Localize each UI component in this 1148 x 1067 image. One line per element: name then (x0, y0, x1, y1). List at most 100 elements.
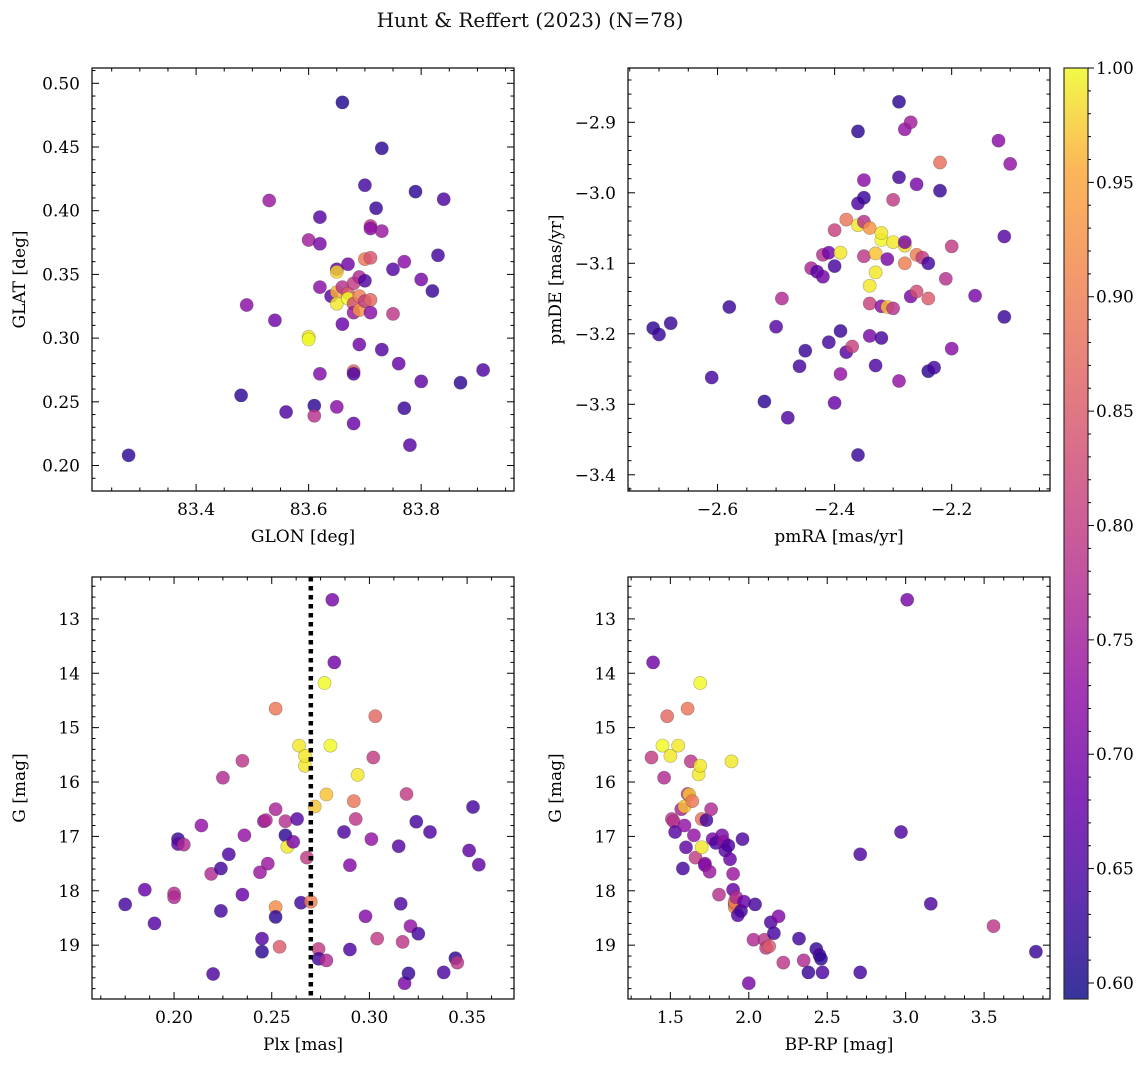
data-point (414, 374, 429, 389)
data-point (851, 124, 865, 139)
data-point (368, 709, 383, 724)
data-point (646, 655, 660, 670)
data-point (927, 360, 941, 375)
data-point (657, 770, 671, 785)
y-tick-label: −3.2 (575, 325, 616, 345)
data-point (938, 271, 953, 286)
data-point (1003, 156, 1018, 171)
axis-ticks: −2.6 −2.4 −2.2 −3.4 −3.3 −3.2 −3.1 −3.0 −2.9 (575, 68, 1050, 520)
panel-4: 1.5 2.0 2.5 3.0 3.5 13 14 15 16 17 18 19 BP-RP [mag]… (546, 576, 1051, 1055)
data-point (796, 953, 811, 968)
data-point (409, 814, 424, 829)
data-point (776, 955, 791, 970)
data-point (997, 309, 1012, 324)
data-point (423, 825, 437, 839)
data-point (892, 170, 906, 185)
data-point (775, 291, 789, 306)
colorbar-tick-label: 1.00 (1096, 59, 1134, 79)
plot-area (92, 68, 514, 491)
data-point (874, 226, 889, 240)
data-point (792, 359, 807, 374)
y-tick-label: 13 (58, 610, 80, 630)
data-point (436, 192, 451, 207)
data-point (986, 919, 1001, 933)
data-point (833, 245, 848, 260)
data-point (726, 867, 740, 881)
y-tick-label: −3.3 (575, 395, 616, 415)
data-point (668, 825, 682, 839)
colorbar-tick-label: 0.60 (1096, 974, 1134, 994)
colorbar: 0.60 0.65 0.70 0.75 0.80 0.85 0.90 0.95 1.00 (1063, 59, 1134, 1000)
data-point (741, 976, 756, 991)
y-tick-label: 15 (58, 719, 80, 739)
data-point (357, 178, 372, 193)
data-point (853, 965, 868, 980)
axes-frame (91, 576, 515, 1000)
data-point (839, 212, 854, 227)
data-point (366, 750, 381, 765)
x-tick-label: 0.20 (155, 1008, 193, 1028)
data-point (679, 840, 693, 855)
data-point (286, 834, 301, 849)
x-axis-label: pmRA [mas/yr] (774, 527, 903, 547)
data-point (363, 250, 378, 265)
data-point (892, 94, 906, 109)
data-point (903, 115, 918, 130)
x-axis-label: BP-RP [mag] (785, 1035, 894, 1055)
data-point (137, 882, 152, 897)
data-point (827, 259, 842, 273)
data-point (329, 264, 344, 279)
x-axis-label: Plx [mas] (263, 1035, 343, 1055)
y-tick-label: 17 (58, 827, 80, 847)
data-point (862, 328, 877, 343)
panel-1: 83.4 83.6 83.8 0.20 0.25 0.30 0.35 0.40 0.45 0.50… (10, 67, 515, 547)
scatter-points (646, 94, 1018, 462)
data-point (408, 184, 423, 199)
data-point (880, 252, 895, 266)
data-point (411, 926, 426, 941)
data-point (652, 327, 666, 342)
y-tick-label: 16 (594, 773, 616, 793)
data-point (312, 210, 327, 224)
x-tick-label: 1.5 (657, 1008, 684, 1028)
data-point (687, 828, 701, 843)
data-point (660, 709, 675, 724)
data-point (121, 448, 136, 463)
data-point (944, 239, 959, 254)
data-point (845, 339, 860, 354)
x-tick-label: 0.35 (448, 1008, 486, 1028)
x-tick-label: 83.8 (402, 500, 440, 520)
data-point (369, 201, 383, 216)
colorbar-tick-label: 0.70 (1096, 745, 1134, 765)
data-point (118, 897, 133, 912)
x-tick-label: 0.25 (253, 1008, 291, 1028)
data-point (350, 768, 365, 782)
data-point (341, 257, 355, 272)
data-point (827, 395, 842, 410)
data-point (923, 896, 938, 911)
x-tick-label: 2.5 (814, 1008, 841, 1028)
data-point (397, 254, 412, 269)
x-tick-label: 83.4 (177, 500, 215, 520)
data-point (319, 953, 334, 968)
data-point (724, 754, 739, 769)
data-point (255, 944, 269, 959)
data-point (712, 887, 726, 902)
data-point (702, 864, 717, 879)
y-tick-label: 0.25 (42, 393, 80, 413)
data-point (909, 177, 924, 192)
data-point (237, 828, 252, 843)
data-point (471, 857, 486, 872)
x-tick-label: −2.6 (697, 500, 738, 520)
figure-title: Hunt & Reffert (2023) (N=78) (377, 8, 684, 32)
data-point (868, 358, 883, 373)
data-point (312, 236, 327, 251)
y-tick-label: −3.4 (575, 466, 616, 486)
data-point (258, 813, 273, 827)
data-point (735, 832, 750, 846)
data-point (215, 770, 230, 785)
data-point (213, 861, 228, 876)
data-point (323, 738, 338, 753)
data-point (312, 280, 327, 294)
